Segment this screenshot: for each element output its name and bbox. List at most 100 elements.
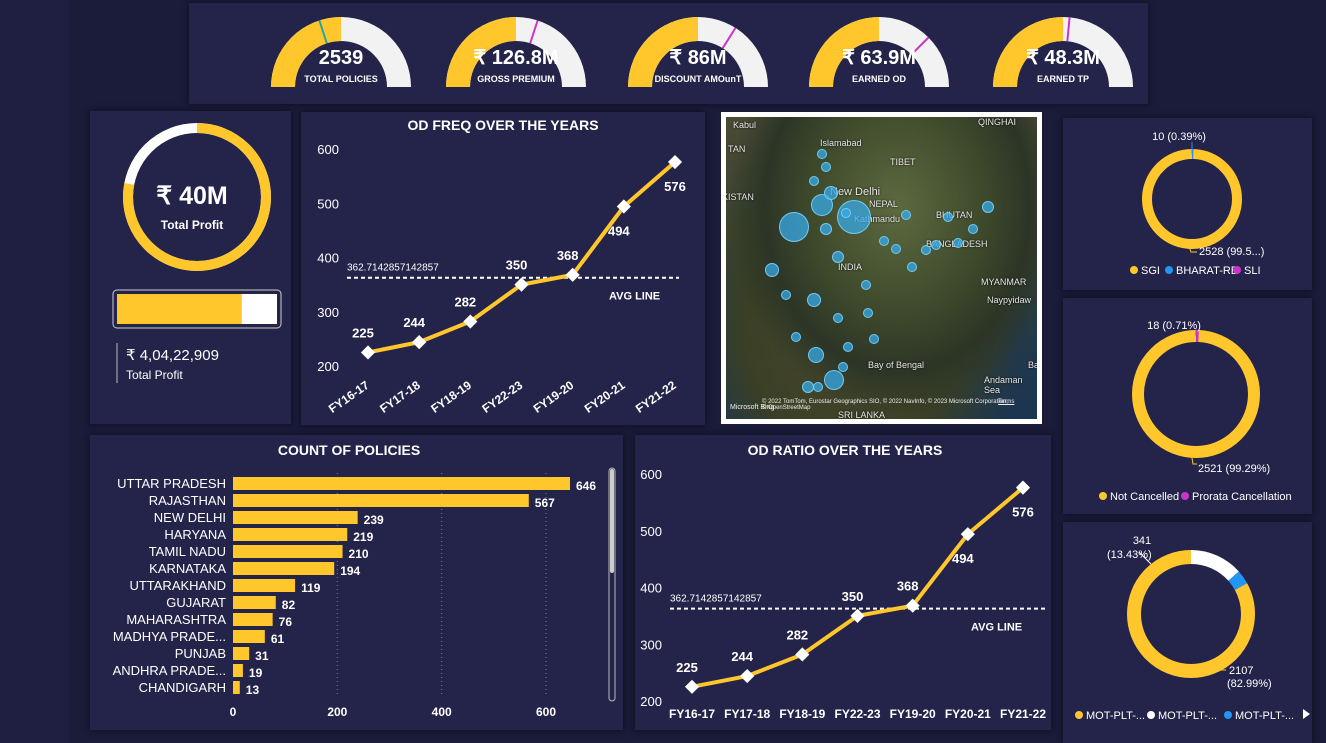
legend-marker <box>1224 711 1232 719</box>
cancellation-donut: 18 (0.71%) 2521 (99.29%) Not Cancelled Pror… <box>1099 320 1292 503</box>
x-tick-label: FY21-22 <box>633 378 679 416</box>
avg-line-value: 362.7142857142857 <box>670 594 762 605</box>
map-bubble[interactable] <box>821 162 831 172</box>
y-tick-label: 600 <box>317 142 339 157</box>
map-bubble[interactable] <box>953 238 963 248</box>
map-bubble[interactable] <box>843 342 853 352</box>
map-bubble[interactable] <box>820 223 832 235</box>
data-point <box>412 335 427 350</box>
map-bubble[interactable] <box>802 381 814 393</box>
y-tick-label: 600 <box>640 467 662 482</box>
bar-value-label: 210 <box>349 547 369 561</box>
bar <box>233 528 348 541</box>
map-bubble[interactable] <box>863 308 873 318</box>
x-tick-label: 200 <box>327 705 347 719</box>
map-panel: Kabul Islamabad TAN KISTAN New Delhi TIBET NEP… <box>721 112 1042 424</box>
map-bubble[interactable] <box>907 262 917 272</box>
data-label: 282 <box>786 627 808 642</box>
map-place-label: TAN <box>728 144 746 154</box>
x-tick-label: FY16-17 <box>669 707 715 721</box>
donut-panel-1: 10 (0.39%) 2528 (99.5...) SGI BHARAT-RE SLI <box>1063 118 1312 290</box>
bar-value-label: 19 <box>249 666 263 680</box>
map-bubble[interactable] <box>791 332 801 342</box>
left-strip <box>0 0 69 743</box>
map-place-label: Bay of Bengal <box>868 360 925 370</box>
legend-marker <box>1181 492 1189 500</box>
map-bubble[interactable] <box>891 244 901 254</box>
map-bubble[interactable] <box>808 347 824 363</box>
category-label: MAHARASHTRA <box>126 612 226 627</box>
x-tick-label: FY19-20 <box>531 378 577 416</box>
kpi-gauge-target-marker <box>318 20 328 44</box>
map-bubble[interactable] <box>901 210 911 220</box>
map-bubble[interactable] <box>824 186 838 200</box>
y-tick-label: 500 <box>640 524 662 539</box>
map-bubble[interactable] <box>982 201 994 213</box>
map-bubble[interactable] <box>817 149 827 159</box>
kpi-gauge-target-marker <box>721 27 737 49</box>
map-bubble[interactable] <box>813 382 823 392</box>
od-freq-chart: OD FREQ OVER THE YEARS 200 300 400 500 600 362… <box>317 117 686 416</box>
data-label: 368 <box>557 248 579 263</box>
data-point <box>667 154 683 170</box>
map-terms-link[interactable]: Terms <box>998 399 1015 405</box>
map-bubble[interactable] <box>861 280 871 290</box>
map-bubble[interactable] <box>824 370 844 390</box>
slice-label-top: 341 <box>1133 535 1151 547</box>
map-bubble[interactable] <box>841 208 851 218</box>
map-place-label: Ba <box>1028 360 1037 370</box>
kpi-gauge-target-marker <box>1066 17 1071 42</box>
bar <box>233 647 250 660</box>
data-label: 350 <box>506 258 528 273</box>
x-tick-label: FY18-19 <box>779 707 825 721</box>
legend-marker <box>1147 711 1155 719</box>
bar <box>233 630 265 643</box>
map-bubble[interactable] <box>968 224 978 234</box>
map-bubble[interactable] <box>779 212 809 242</box>
data-point <box>514 277 529 292</box>
map-bubble[interactable] <box>765 263 779 277</box>
map-bubble[interactable] <box>943 212 953 222</box>
map-place-label: Naypyidaw <box>987 295 1032 305</box>
od-freq-panel: OD FREQ OVER THE YEARS 200 300 400 500 600 362… <box>301 112 705 425</box>
map-bubble[interactable] <box>807 293 821 307</box>
kpi-gauge-fill <box>993 17 1063 87</box>
leader-line <box>1138 551 1152 565</box>
kpi-label: TOTAL POLICIES <box>304 74 378 84</box>
map-bubble[interactable] <box>809 176 819 186</box>
bar <box>233 562 335 575</box>
category-label: UTTARAKHAND <box>129 578 226 593</box>
y-tick-label: 400 <box>317 251 339 266</box>
map-bubble[interactable] <box>879 236 889 246</box>
map-bubble[interactable] <box>869 334 879 344</box>
legend-next-icon[interactable] <box>1303 709 1310 719</box>
legend-label: MOT-PLT-... <box>1086 710 1145 722</box>
legend-label: MOT-PLT-... <box>1235 710 1294 722</box>
category-label: ANDHRA PRADE... <box>113 663 226 678</box>
data-label: 494 <box>608 224 630 239</box>
map-bubble[interactable] <box>832 251 844 263</box>
scrollbar-track[interactable] <box>608 467 616 702</box>
profit-card-label: Total Profit <box>126 368 183 382</box>
map-place-label: KISTAN <box>726 192 754 202</box>
category-label: HARYANA <box>164 527 226 542</box>
kpi-gauge-fill <box>628 17 698 87</box>
kpi-value: ₹ 63.9M <box>842 47 916 69</box>
map-bubble[interactable] <box>781 290 791 300</box>
bar-value-label: 194 <box>340 564 360 578</box>
map-place-label: MYANMAR <box>981 277 1027 287</box>
legend-marker <box>1233 266 1241 274</box>
map-bubble[interactable] <box>931 240 941 250</box>
map-place-label: TIBET <box>890 157 916 167</box>
y-tick-label: 200 <box>317 359 339 374</box>
x-tick-label: FY17-18 <box>724 707 770 721</box>
avg-line-label: AVG LINE <box>609 291 660 303</box>
map-bubble[interactable] <box>921 245 931 255</box>
legend-label: SLI <box>1244 265 1261 277</box>
india-bubble-map[interactable]: Kabul Islamabad TAN KISTAN New Delhi TIBET NEP… <box>726 117 1037 419</box>
legend-label: MOT-PLT-... <box>1158 710 1217 722</box>
map-bubble[interactable] <box>838 362 848 372</box>
map-bubble[interactable] <box>833 313 843 323</box>
scrollbar-thumb[interactable] <box>610 469 614 573</box>
insurer-donut: 10 (0.39%) 2528 (99.5...) SGI BHARAT-RE SLI <box>1130 131 1264 277</box>
